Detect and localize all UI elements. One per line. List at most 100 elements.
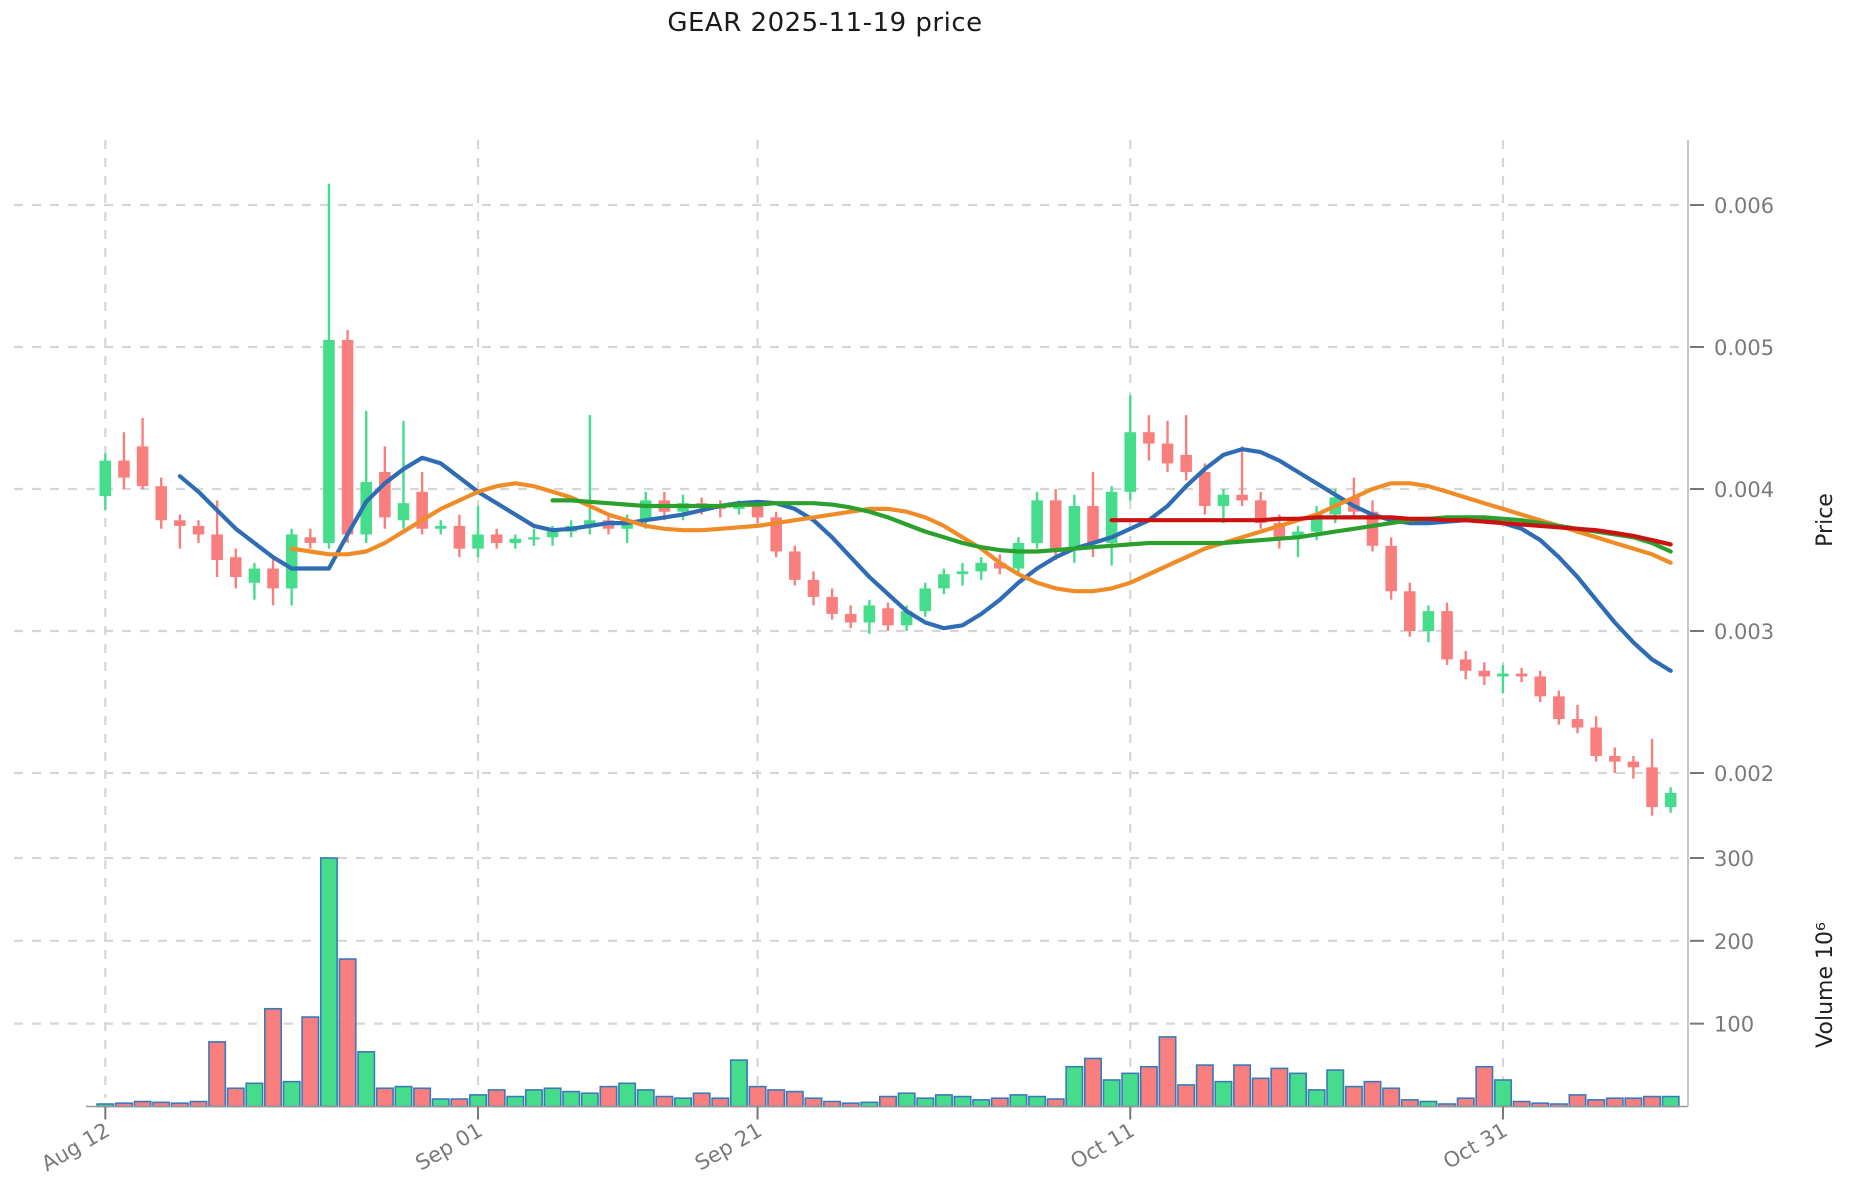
- candlestick[interactable]: [118, 432, 130, 489]
- volume-bar[interactable]: [226, 1087, 245, 1108]
- volume-bar[interactable]: [618, 1082, 637, 1108]
- volume-bar[interactable]: [431, 1098, 450, 1108]
- volume-bar[interactable]: [729, 1059, 748, 1108]
- candlestick[interactable]: [1254, 491, 1267, 529]
- candlestick[interactable]: [938, 568, 950, 595]
- candlestick[interactable]: [379, 446, 391, 529]
- candlestick[interactable]: [1199, 463, 1211, 515]
- volume-bar[interactable]: [953, 1095, 972, 1108]
- candlestick[interactable]: [397, 420, 410, 529]
- volume-bar[interactable]: [357, 1051, 376, 1108]
- candlestick[interactable]: [1385, 537, 1397, 600]
- candlestick[interactable]: [1031, 491, 1043, 549]
- volume-bar[interactable]: [338, 958, 357, 1108]
- volume-bar[interactable]: [1587, 1099, 1606, 1108]
- candlestick[interactable]: [434, 520, 447, 535]
- volume-bar[interactable]: [972, 1099, 991, 1108]
- candlestick[interactable]: [1627, 755, 1640, 779]
- candlestick[interactable]: [1515, 667, 1528, 683]
- volume-bar[interactable]: [487, 1089, 506, 1108]
- volume-bar[interactable]: [524, 1089, 543, 1108]
- volume-bar[interactable]: [450, 1098, 469, 1108]
- volume-bar[interactable]: [636, 1089, 655, 1108]
- volume-bar[interactable]: [469, 1094, 488, 1108]
- volume-bar[interactable]: [1382, 1087, 1401, 1108]
- volume-bar[interactable]: [1363, 1080, 1382, 1108]
- volume-bar[interactable]: [990, 1097, 1009, 1108]
- candlestick[interactable]: [1180, 415, 1192, 481]
- volume-bar[interactable]: [1158, 1036, 1177, 1108]
- volume-bar[interactable]: [879, 1095, 897, 1108]
- candlestick[interactable]: [1590, 716, 1602, 762]
- volume-bar[interactable]: [1661, 1095, 1680, 1108]
- volume-bar[interactable]: [785, 1090, 804, 1108]
- candlestick[interactable]: [1217, 489, 1230, 524]
- volume-bar[interactable]: [1643, 1095, 1662, 1108]
- candlestick[interactable]: [1404, 582, 1416, 637]
- volume-bar[interactable]: [692, 1092, 711, 1108]
- candlestick[interactable]: [1068, 494, 1081, 563]
- candlestick[interactable]: [1478, 662, 1491, 685]
- volume-bar[interactable]: [1121, 1072, 1140, 1108]
- candlestick[interactable]: [1571, 704, 1584, 734]
- candlestick[interactable]: [1459, 650, 1472, 680]
- volume-bar[interactable]: [375, 1087, 394, 1108]
- candlestick[interactable]: [807, 571, 820, 606]
- volume-bar[interactable]: [1326, 1069, 1345, 1108]
- candlestick[interactable]: [770, 511, 782, 558]
- volume-bar[interactable]: [1307, 1089, 1326, 1108]
- candlestick[interactable]: [1143, 415, 1155, 461]
- candlestick[interactable]: [826, 588, 838, 620]
- candlestick[interactable]: [863, 599, 876, 634]
- volume-bar[interactable]: [319, 857, 338, 1108]
- candlestick[interactable]: [1012, 537, 1025, 575]
- volume-bar[interactable]: [674, 1097, 693, 1108]
- candlestick[interactable]: [1105, 486, 1118, 566]
- volume-bar[interactable]: [506, 1095, 525, 1108]
- candlestick[interactable]: [360, 410, 372, 543]
- volume-bar[interactable]: [1456, 1097, 1475, 1108]
- candlestick[interactable]: [639, 491, 652, 529]
- candlestick[interactable]: [1124, 395, 1137, 501]
- volume-bar[interactable]: [1214, 1080, 1233, 1108]
- candlestick[interactable]: [1422, 605, 1435, 643]
- candlestick[interactable]: [341, 329, 354, 543]
- candlestick[interactable]: [1236, 446, 1248, 507]
- candlestick[interactable]: [975, 557, 987, 580]
- volume-bar[interactable]: [804, 1097, 823, 1108]
- candlestick[interactable]: [528, 528, 540, 546]
- volume-bar[interactable]: [1251, 1077, 1270, 1108]
- volume-bar[interactable]: [562, 1090, 581, 1108]
- volume-bar[interactable]: [543, 1087, 562, 1108]
- volume-bar[interactable]: [394, 1085, 413, 1108]
- volume-bar[interactable]: [413, 1087, 432, 1108]
- volume-bar[interactable]: [1493, 1079, 1512, 1108]
- volume-bar[interactable]: [1568, 1094, 1587, 1108]
- volume-bar[interactable]: [1102, 1079, 1121, 1108]
- candlestick[interactable]: [267, 557, 279, 606]
- volume-bar[interactable]: [282, 1080, 301, 1108]
- volume-bar[interactable]: [1233, 1064, 1252, 1108]
- volume-bar[interactable]: [1270, 1067, 1289, 1108]
- volume-bar[interactable]: [897, 1092, 916, 1108]
- candlestick[interactable]: [490, 528, 503, 549]
- candlestick[interactable]: [192, 520, 205, 543]
- candlestick[interactable]: [1497, 665, 1509, 694]
- volume-bar[interactable]: [748, 1085, 767, 1108]
- volume-bar[interactable]: [1195, 1064, 1214, 1108]
- candlestick[interactable]: [472, 506, 484, 558]
- volume-bar[interactable]: [1065, 1065, 1084, 1108]
- volume-bar[interactable]: [916, 1097, 935, 1108]
- candlestick[interactable]: [416, 471, 428, 535]
- volume-bar[interactable]: [1177, 1084, 1196, 1108]
- candlestick[interactable]: [229, 548, 242, 589]
- candlestick[interactable]: [956, 562, 969, 586]
- candlestick[interactable]: [882, 602, 894, 631]
- candlestick[interactable]: [1553, 690, 1565, 725]
- volume-bar[interactable]: [599, 1085, 618, 1108]
- volume-bar[interactable]: [1046, 1098, 1065, 1108]
- volume-bar[interactable]: [580, 1092, 599, 1108]
- volume-bar[interactable]: [1139, 1065, 1158, 1108]
- candlestick[interactable]: [1646, 738, 1658, 816]
- candlestick[interactable]: [1608, 747, 1621, 773]
